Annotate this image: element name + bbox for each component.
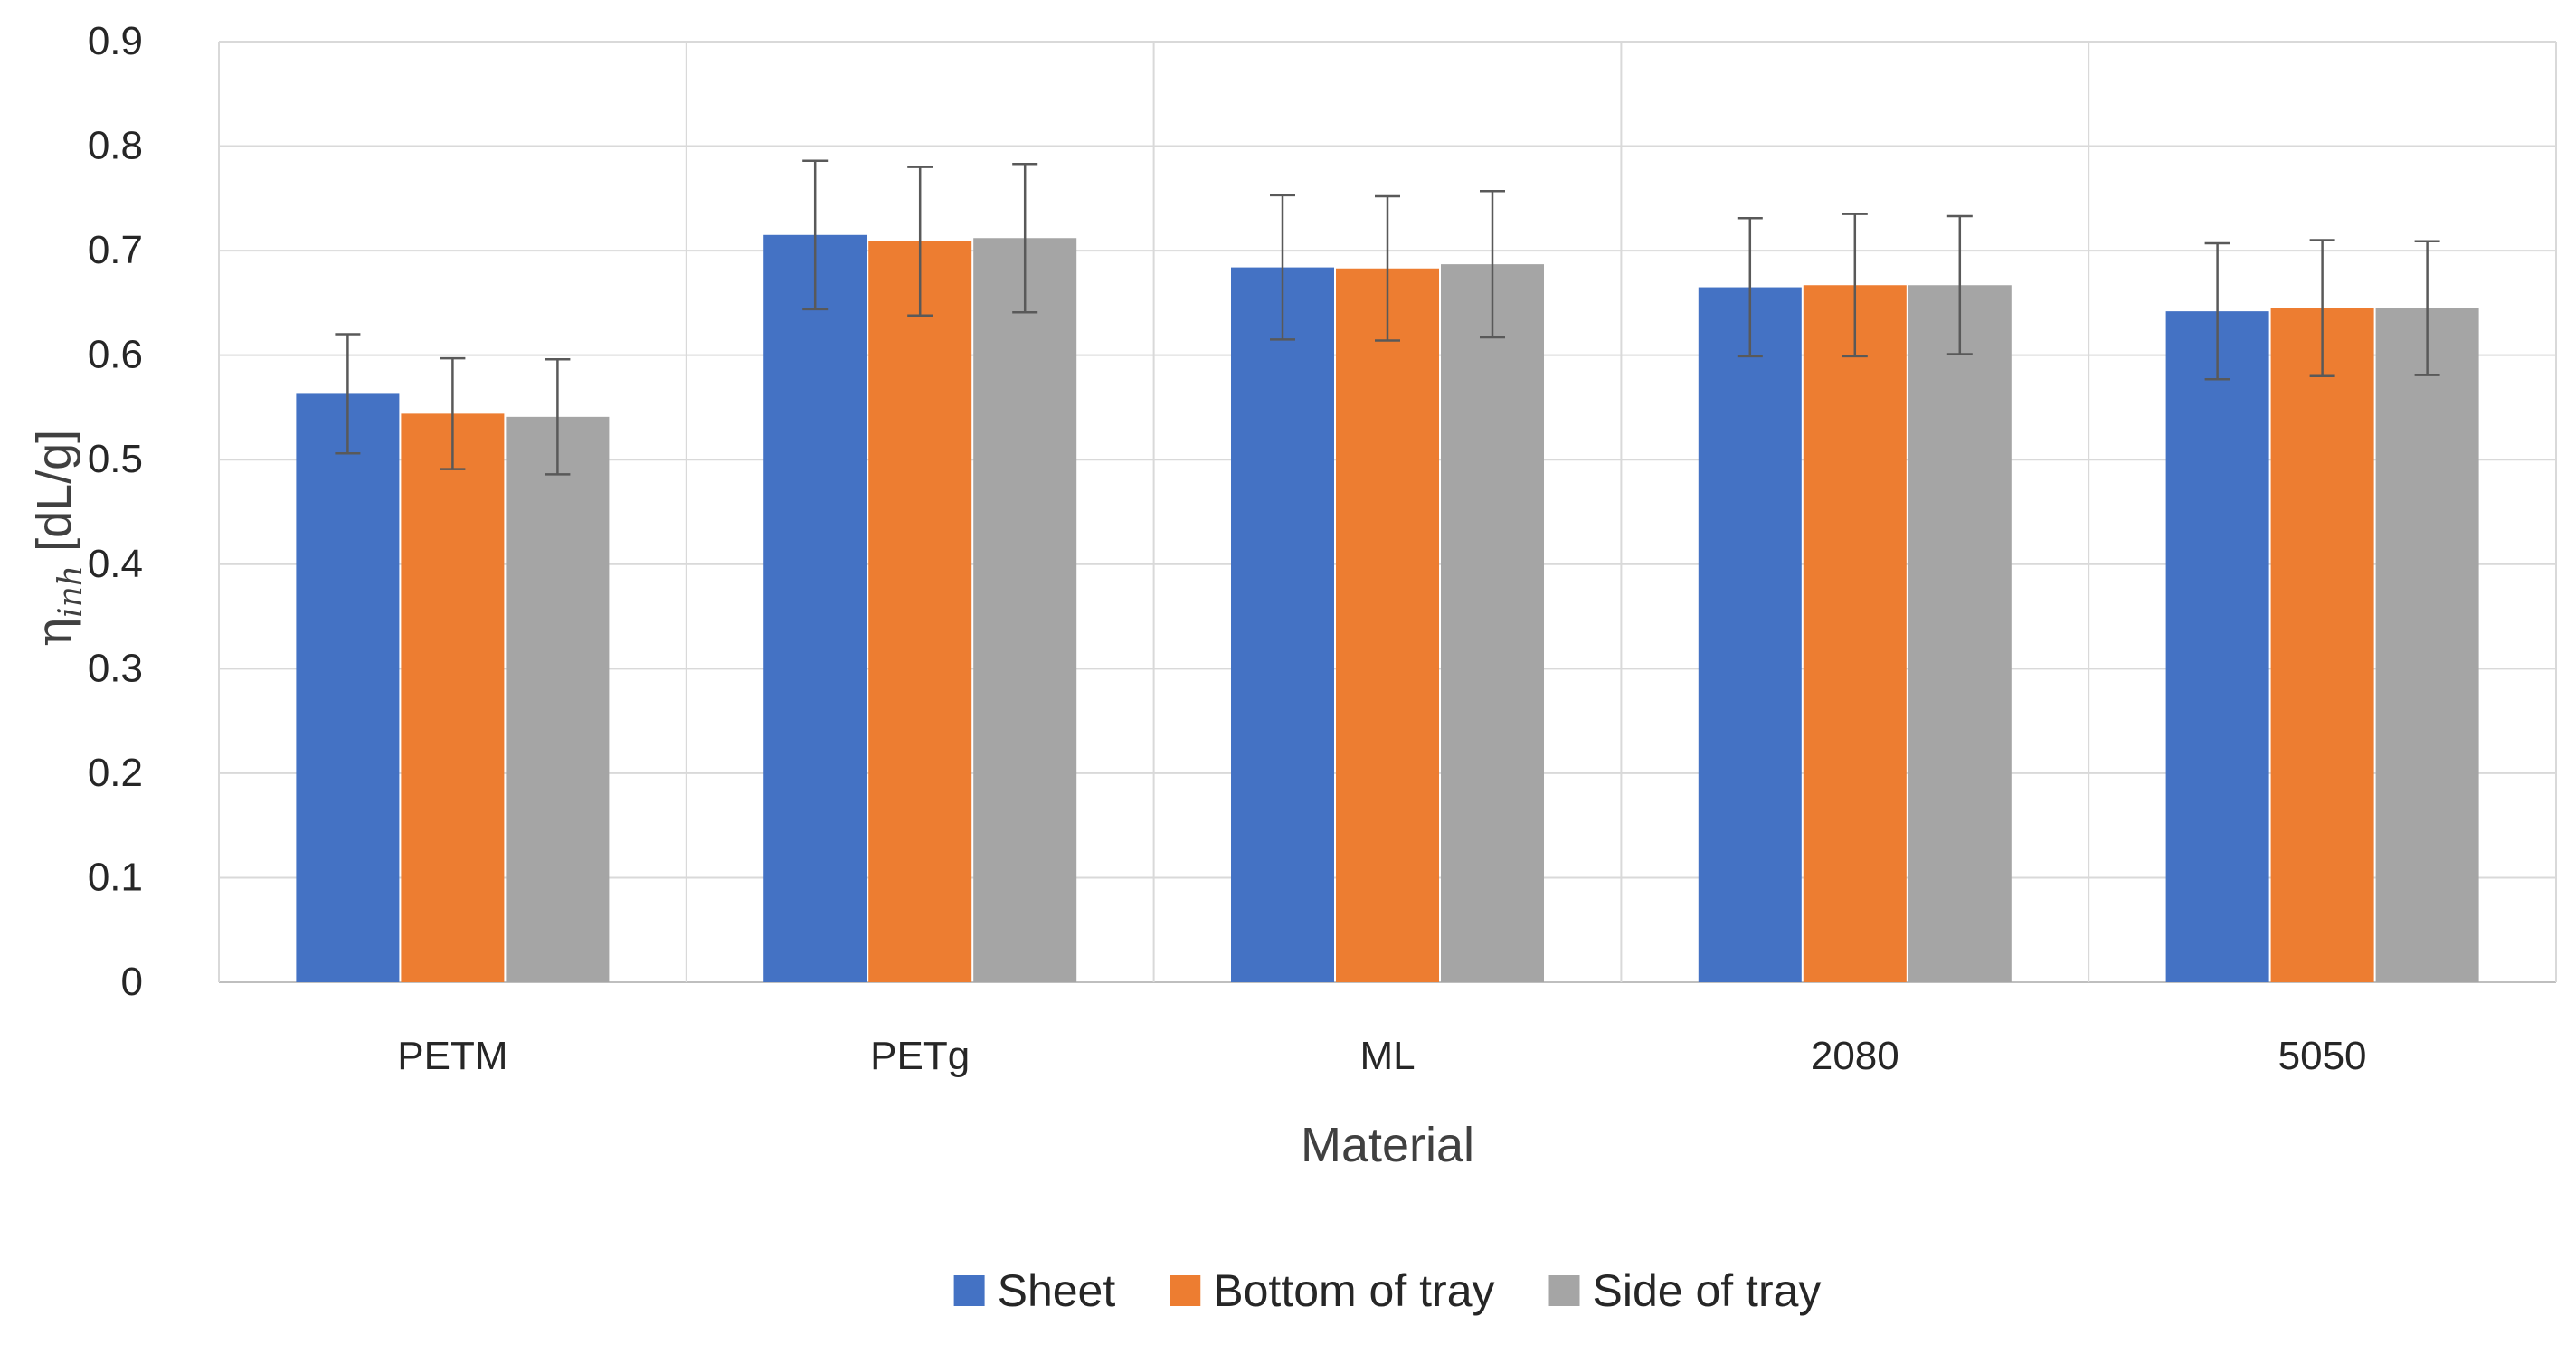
legend-label: Side of tray [1593,1265,1822,1316]
bar [763,234,867,982]
bar [2165,311,2269,983]
y-tick-label: 0.6 [88,333,143,377]
y-tick-label: 0.1 [88,855,143,899]
y-axis-symbol: η [25,618,82,647]
y-tick-labels: 0 0.1 0.2 0.3 0.4 0.5 0.6 0.7 0.8 0.9 [88,19,143,1004]
error-bar [802,159,829,311]
legend-label: Sheet [998,1265,1116,1316]
error-bar [1946,214,1973,355]
svg-text:ηinh [dL/g]: ηinh [dL/g] [25,430,90,647]
y-tick-label: 0.7 [88,228,143,272]
x-tick-label: 5050 [2278,1034,2367,1078]
bar [2375,308,2479,983]
bars [296,234,2479,983]
error-bar [1737,217,1763,358]
bar [2270,308,2374,983]
error-bar [1012,162,1038,314]
bar [506,416,610,982]
y-tick-label: 0.8 [88,124,143,168]
x-tick-label: 2080 [1811,1034,1899,1078]
bar [296,393,400,982]
y-tick-label: 0 [121,960,143,1004]
bar [1441,264,1544,983]
error-bar [1375,194,1400,342]
y-axis-unit: [dL/g] [27,430,81,565]
bar [1698,287,1802,982]
error-bars [335,159,2440,476]
y-axis-title: ηinh [dL/g] [25,430,90,647]
legend: Sheet Bottom of tray Side of tray [953,1265,1822,1316]
bar [973,238,1077,982]
error-bar [1480,189,1505,339]
bar [1908,285,2012,982]
legend-swatch [1548,1275,1580,1306]
error-bar [907,166,933,317]
bar [1803,285,1907,982]
x-tick-label: PETg [870,1034,970,1078]
legend-swatch [1170,1275,1201,1306]
error-bar [2309,239,2335,378]
bar [1336,268,1439,982]
legend-label: Bottom of tray [1213,1265,1494,1316]
plot-area: 0 0.1 0.2 0.3 0.4 0.5 0.6 0.7 0.8 0.9 PETM PETg ML 2… [88,19,2557,1078]
error-bar [1270,194,1295,341]
bar [401,413,505,982]
error-bar [1842,213,1868,358]
x-tick-labels: PETM PETg ML 2080 5050 [397,1034,2366,1078]
y-axis-subscript: inh [52,565,90,618]
error-bar [2414,240,2440,376]
x-tick-label: PETM [397,1034,507,1078]
error-bar [2204,241,2230,381]
error-bar [335,333,361,455]
legend-swatch [953,1275,985,1306]
error-bar [545,358,571,476]
y-tick-label: 0.9 [88,19,143,63]
bar [868,241,972,982]
y-tick-label: 0.4 [88,542,143,586]
y-tick-label: 0.2 [88,751,143,795]
x-tick-label: ML [1359,1034,1415,1078]
y-tick-label: 0.3 [88,646,143,690]
error-bar [440,356,466,470]
x-axis-title: Material [1301,1118,1474,1172]
y-tick-label: 0.5 [88,437,143,481]
bar [1231,267,1334,983]
